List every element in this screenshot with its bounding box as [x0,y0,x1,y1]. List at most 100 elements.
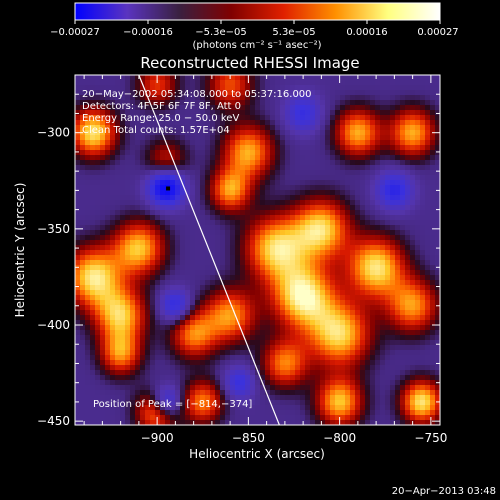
heatmap-cell [270,385,276,391]
heatmap-cell [105,305,111,311]
heatmap-cell [225,90,231,96]
heatmap-cell [245,285,251,291]
heatmap-cell [115,390,121,396]
heatmap-cell [305,255,311,261]
heatmap-cell [230,355,236,361]
heatmap-cell [235,200,241,206]
heatmap-cell [430,245,436,251]
heatmap-cell [350,395,356,401]
heatmap-cell [240,110,246,116]
heatmap-cell [85,320,91,326]
heatmap-cell [185,185,191,191]
heatmap-cell [150,270,156,276]
heatmap-cell [150,170,156,176]
heatmap-cell [335,330,341,336]
heatmap-cell [420,240,426,246]
heatmap-cell [95,155,101,161]
heatmap-cell [410,405,416,411]
heatmap-cell [380,290,386,296]
heatmap-cell [115,320,121,326]
heatmap-cell [175,95,181,101]
heatmap-cell [125,75,131,81]
heatmap-cell [435,120,440,126]
heatmap-cell [135,135,141,141]
heatmap-cell [360,110,366,116]
heatmap-cell [415,405,421,411]
heatmap-cell [195,140,201,146]
heatmap-cell [385,225,391,231]
heatmap-cell [210,410,216,416]
heatmap-cell [405,120,411,126]
heatmap-cell [320,400,326,406]
heatmap-cell [300,100,306,106]
heatmap-cell [340,190,346,196]
heatmap-cell [100,325,106,331]
heatmap-cell [140,285,146,291]
heatmap-cell [175,245,181,251]
heatmap-cell [375,245,381,251]
heatmap-cell [135,360,141,366]
heatmap-cell [290,80,296,86]
heatmap-cell [255,285,261,291]
heatmap-cell [170,405,176,411]
heatmap-cell [235,290,241,296]
heatmap-cell [430,375,436,381]
heatmap-cell [120,115,126,121]
heatmap-cell [290,325,296,331]
heatmap-cell [360,120,366,126]
heatmap-cell [115,215,121,221]
heatmap-cell [85,80,91,86]
heatmap-cell [315,220,321,226]
heatmap-cell [425,300,431,306]
heatmap-cell [220,375,226,381]
heatmap-cell [140,180,146,186]
heatmap-cell [395,320,401,326]
heatmap-cell [350,80,356,86]
heatmap-cell [340,365,346,371]
heatmap-cell [135,115,141,121]
heatmap-cell [135,310,141,316]
heatmap-cell [200,345,206,351]
heatmap-cell [325,150,331,156]
heatmap-cell [95,395,101,401]
heatmap-cell [190,305,196,311]
heatmap-cell [260,290,266,296]
heatmap-cell [390,350,396,356]
heatmap-cell [105,340,111,346]
heatmap-cell [165,115,171,121]
heatmap-cell [395,240,401,246]
heatmap-cell [420,345,426,351]
heatmap-cell [130,95,136,101]
heatmap-cell [385,370,391,376]
heatmap-cell [100,305,106,311]
heatmap-cell [360,310,366,316]
heatmap-cell [270,280,276,286]
heatmap-cell [170,115,176,121]
heatmap-cell [345,110,351,116]
heatmap-cell [435,255,440,261]
heatmap-cell [205,215,211,221]
heatmap-cell [180,375,186,381]
heatmap-cell [315,155,321,161]
heatmap-cell [370,365,376,371]
heatmap-cell [320,250,326,256]
heatmap-cell [210,115,216,121]
heatmap-cell [380,340,386,346]
heatmap-cell [435,145,440,151]
heatmap-cell [300,160,306,166]
heatmap-cell [290,385,296,391]
heatmap-cell [95,160,101,166]
heatmap-cell [125,170,131,176]
heatmap-cell [280,120,286,126]
heatmap-cell [345,330,351,336]
heatmap-cell [285,295,291,301]
heatmap-cell [100,345,106,351]
heatmap-cell [315,355,321,361]
heatmap-cell [160,310,166,316]
heatmap-cell [280,395,286,401]
heatmap-cell [110,340,116,346]
heatmap-cell [395,100,401,106]
heatmap-cell [370,285,376,291]
heatmap-cell [420,140,426,146]
heatmap-cell [240,95,246,101]
